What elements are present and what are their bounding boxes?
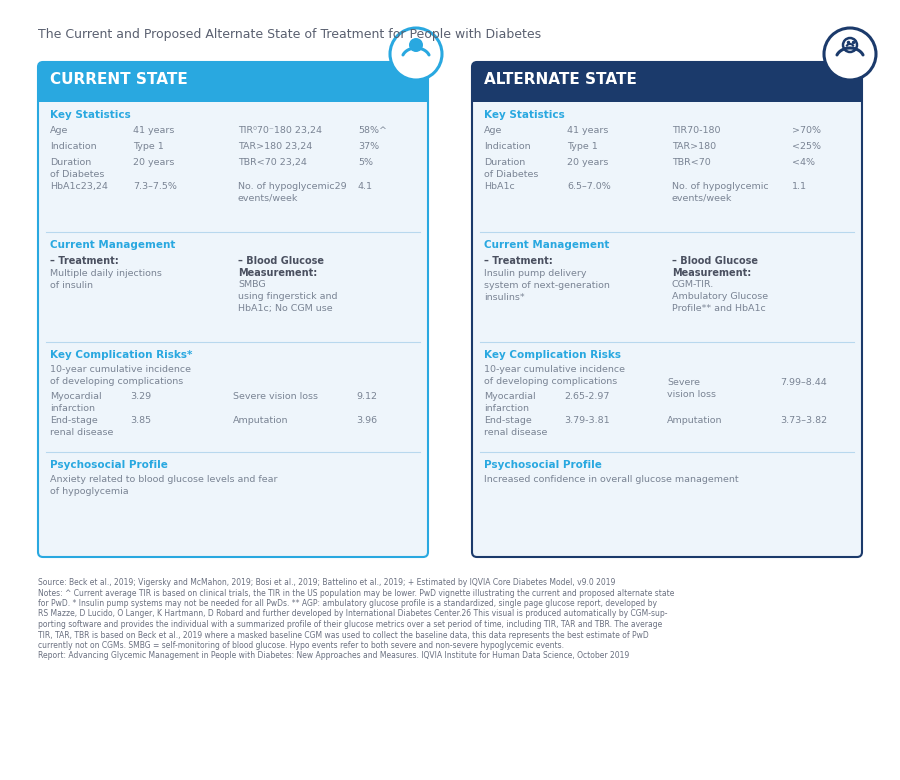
Text: SMBG
using fingerstick and
HbA1c; No CGM use: SMBG using fingerstick and HbA1c; No CGM… bbox=[238, 280, 338, 313]
Text: Measurement:: Measurement: bbox=[672, 268, 751, 278]
FancyBboxPatch shape bbox=[472, 62, 862, 102]
Text: Measurement:: Measurement: bbox=[238, 268, 317, 278]
Text: TBR<70: TBR<70 bbox=[672, 158, 711, 167]
Text: 41 years: 41 years bbox=[567, 126, 608, 135]
Text: for PwD. * Insulin pump systems may not be needed for all PwDs. ** AGP: ambulato: for PwD. * Insulin pump systems may not … bbox=[38, 599, 657, 608]
Text: No. of hypoglycemic29
events/week: No. of hypoglycemic29 events/week bbox=[238, 182, 346, 203]
Text: End-stage
renal disease: End-stage renal disease bbox=[50, 416, 113, 437]
Text: 1.1: 1.1 bbox=[792, 182, 807, 191]
Text: 2.65-2.97: 2.65-2.97 bbox=[564, 392, 609, 401]
Text: Key Complication Risks: Key Complication Risks bbox=[484, 350, 621, 360]
Text: Key Statistics: Key Statistics bbox=[50, 110, 130, 120]
Text: Myocardial
infarction: Myocardial infarction bbox=[50, 392, 102, 413]
Text: 7.99–8.44: 7.99–8.44 bbox=[780, 378, 827, 387]
Text: Duration
of Diabetes: Duration of Diabetes bbox=[50, 158, 104, 179]
Text: 9.12: 9.12 bbox=[356, 392, 377, 401]
Text: TIR⁰70⁻180 23,24: TIR⁰70⁻180 23,24 bbox=[238, 126, 322, 135]
Text: RS Mazze, D Lucido, O Langer, K Hartmann, D Robard and further developed by Inte: RS Mazze, D Lucido, O Langer, K Hartmann… bbox=[38, 609, 668, 619]
Text: Amputation: Amputation bbox=[667, 416, 723, 425]
Text: 3.73–3.82: 3.73–3.82 bbox=[780, 416, 827, 425]
Text: TAR>180 23,24: TAR>180 23,24 bbox=[238, 142, 312, 151]
Text: Multiple daily injections
of insulin: Multiple daily injections of insulin bbox=[50, 269, 162, 290]
Text: – Treatment:: – Treatment: bbox=[50, 256, 119, 266]
Text: HbA1c23,24: HbA1c23,24 bbox=[50, 182, 108, 191]
Text: Age: Age bbox=[484, 126, 502, 135]
Text: Increased confidence in overall glucose management: Increased confidence in overall glucose … bbox=[484, 475, 739, 484]
Text: Current Management: Current Management bbox=[50, 240, 176, 250]
Text: End-stage
renal disease: End-stage renal disease bbox=[484, 416, 547, 437]
Text: <4%: <4% bbox=[792, 158, 815, 167]
Text: Age: Age bbox=[50, 126, 68, 135]
Text: 20 years: 20 years bbox=[567, 158, 608, 167]
Text: 4.1: 4.1 bbox=[358, 182, 373, 191]
FancyBboxPatch shape bbox=[38, 92, 428, 102]
FancyBboxPatch shape bbox=[38, 62, 428, 557]
FancyBboxPatch shape bbox=[472, 92, 862, 102]
Text: Key Complication Risks*: Key Complication Risks* bbox=[50, 350, 193, 360]
Text: CGM-TIR.
Ambulatory Glucose
Profile** and HbA1c: CGM-TIR. Ambulatory Glucose Profile** an… bbox=[672, 280, 768, 313]
Text: Type 1: Type 1 bbox=[567, 142, 598, 151]
Text: – Blood Glucose: – Blood Glucose bbox=[672, 256, 758, 266]
Text: 3.85: 3.85 bbox=[130, 416, 151, 425]
Text: Indication: Indication bbox=[484, 142, 531, 151]
Text: Source: Beck et al., 2019; Vigersky and McMahon, 2019; Bosi et al., 2019; Battel: Source: Beck et al., 2019; Vigersky and … bbox=[38, 578, 616, 587]
Text: TIR, TAR, TBR is based on Beck et al., 2019 where a masked baseline CGM was used: TIR, TAR, TBR is based on Beck et al., 2… bbox=[38, 630, 649, 640]
Text: Indication: Indication bbox=[50, 142, 96, 151]
Text: Type 1: Type 1 bbox=[133, 142, 164, 151]
Text: – Treatment:: – Treatment: bbox=[484, 256, 553, 266]
FancyBboxPatch shape bbox=[38, 62, 428, 102]
Text: 3.96: 3.96 bbox=[356, 416, 377, 425]
Text: currently not on CGMs. SMBG = self-monitoring of blood glucose. Hypo events refe: currently not on CGMs. SMBG = self-monit… bbox=[38, 641, 564, 650]
Text: Amputation: Amputation bbox=[233, 416, 289, 425]
Text: 10-year cumulative incidence
of developing complications: 10-year cumulative incidence of developi… bbox=[484, 365, 625, 386]
Circle shape bbox=[824, 28, 876, 80]
Text: 10-year cumulative incidence
of developing complications: 10-year cumulative incidence of developi… bbox=[50, 365, 191, 386]
Text: The Current and Proposed Alternate State of Treatment for People with Diabetes: The Current and Proposed Alternate State… bbox=[38, 28, 541, 41]
Text: Myocardial
infarction: Myocardial infarction bbox=[484, 392, 536, 413]
Text: Report: Advancing Glycemic Management in People with Diabetes: New Approaches an: Report: Advancing Glycemic Management in… bbox=[38, 651, 629, 661]
Text: No. of hypoglycemic
events/week: No. of hypoglycemic events/week bbox=[672, 182, 769, 203]
Text: CURRENT STATE: CURRENT STATE bbox=[50, 72, 188, 87]
Text: <25%: <25% bbox=[792, 142, 821, 151]
Text: 6.5–7.0%: 6.5–7.0% bbox=[567, 182, 611, 191]
Text: 7.3–7.5%: 7.3–7.5% bbox=[133, 182, 177, 191]
Text: Severe
vision loss: Severe vision loss bbox=[667, 378, 716, 399]
Text: 41 years: 41 years bbox=[133, 126, 175, 135]
Text: 20 years: 20 years bbox=[133, 158, 175, 167]
Circle shape bbox=[390, 28, 442, 80]
Text: Duration
of Diabetes: Duration of Diabetes bbox=[484, 158, 538, 179]
Text: Notes: ^ Current average TIR is based on clinical trials, the TIR in the US popu: Notes: ^ Current average TIR is based on… bbox=[38, 588, 674, 597]
Text: 5%: 5% bbox=[358, 158, 373, 167]
Text: Psychosocial Profile: Psychosocial Profile bbox=[484, 460, 602, 470]
FancyBboxPatch shape bbox=[472, 62, 862, 557]
Text: 58%^: 58%^ bbox=[358, 126, 387, 135]
Text: Current Management: Current Management bbox=[484, 240, 609, 250]
Circle shape bbox=[409, 38, 423, 52]
Circle shape bbox=[843, 38, 857, 52]
Text: ALTERNATE STATE: ALTERNATE STATE bbox=[484, 72, 637, 87]
Text: 3.29: 3.29 bbox=[130, 392, 151, 401]
Text: Insulin pump delivery
system of next-generation
insulins*: Insulin pump delivery system of next-gen… bbox=[484, 269, 610, 302]
Text: TBR<70 23,24: TBR<70 23,24 bbox=[238, 158, 307, 167]
Text: >70%: >70% bbox=[792, 126, 821, 135]
Text: TIR70-180: TIR70-180 bbox=[672, 126, 721, 135]
Text: Severe vision loss: Severe vision loss bbox=[233, 392, 318, 401]
Text: – Blood Glucose: – Blood Glucose bbox=[238, 256, 324, 266]
Text: HbA1c: HbA1c bbox=[484, 182, 515, 191]
Text: porting software and provides the individual with a summarized profile of their : porting software and provides the indivi… bbox=[38, 620, 662, 629]
Text: 3.79-3.81: 3.79-3.81 bbox=[564, 416, 609, 425]
Text: Key Statistics: Key Statistics bbox=[484, 110, 565, 120]
Text: TAR>180: TAR>180 bbox=[672, 142, 716, 151]
Text: 37%: 37% bbox=[358, 142, 379, 151]
Text: Anxiety related to blood glucose levels and fear
of hypoglycemia: Anxiety related to blood glucose levels … bbox=[50, 475, 277, 496]
Text: Psychosocial Profile: Psychosocial Profile bbox=[50, 460, 168, 470]
